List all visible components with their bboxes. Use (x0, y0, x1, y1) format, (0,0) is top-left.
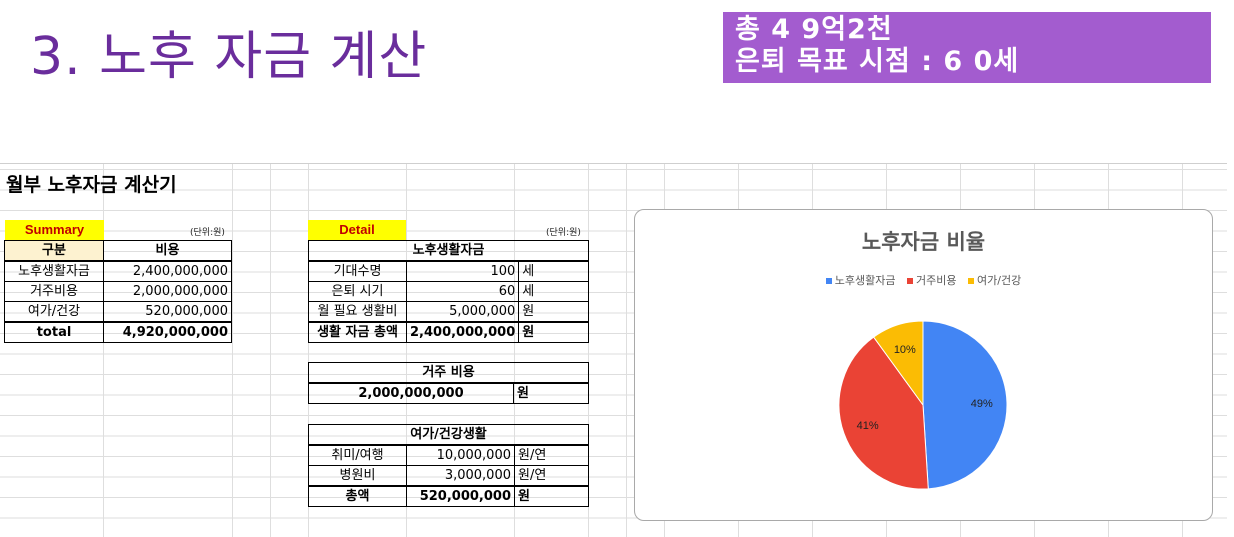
pie-slice-label-2: 41% (857, 420, 879, 432)
leisure-table: 여가/건강생활 취미/여행 10,000,000 원/연 병원비 3,000,0… (308, 424, 589, 507)
living-row: 은퇴 시기 60 세 (308, 281, 589, 302)
summary-row: 여가/건강 520,000,000 (4, 301, 232, 323)
living-row-label[interactable]: 기대수명 (308, 260, 407, 282)
leisure-header: 여가/건강생활 (308, 424, 589, 446)
pie-chart-card[interactable]: 노후자금 비율 노후생활자금 거주비용 여가/건강 49% 41% 10% (634, 209, 1213, 521)
sheet-title: 월부 노후자금 계산기 (6, 174, 177, 196)
living-row-label[interactable]: 월 필요 생활비 (308, 301, 407, 323)
chart-legend: 노후생활자금 거주비용 여가/건강 (635, 272, 1212, 288)
summary-row-label[interactable]: 여가/건강 (4, 301, 104, 323)
pie-slice-label-3: 10% (894, 344, 916, 356)
legend-swatch (907, 278, 914, 284)
living-row-unit[interactable]: 세 (518, 260, 589, 282)
pie-slice-1[interactable] (922, 320, 1008, 490)
summary-tag: Summary (5, 220, 104, 240)
banner-total-text: 총 4 9억2천 (735, 14, 893, 45)
living-row-label[interactable]: 은퇴 시기 (308, 281, 407, 302)
banner-retire-text: 은퇴 목표 시점 : 6 0세 (735, 46, 1020, 77)
legend-item: 거주비용 (907, 274, 957, 287)
summary-row: 거주비용 2,000,000,000 (4, 281, 232, 302)
housing-unit[interactable]: 원 (513, 382, 589, 404)
total-banner: 총 4 9억2천 은퇴 목표 시점 : 6 0세 (723, 12, 1211, 83)
pie-slice-3[interactable] (872, 320, 924, 407)
living-total-label[interactable]: 생활 자금 총액 (308, 321, 407, 343)
summary-total-label[interactable]: total (4, 321, 104, 343)
leisure-row-value[interactable]: 3,000,000 (406, 465, 515, 487)
living-total-value[interactable]: 2,400,000,000 (405, 321, 520, 343)
leisure-total-value[interactable]: 520,000,000 (406, 485, 515, 507)
legend-item: 노후생활자금 (825, 274, 896, 287)
leisure-row: 병원비 3,000,000 원/연 (308, 465, 589, 487)
detail-unit-note: (단위:원) (546, 228, 581, 238)
summary-header-category: 구분 (4, 240, 104, 262)
leisure-row-label[interactable]: 취미/여행 (308, 444, 407, 466)
legend-swatch (968, 278, 975, 284)
living-row-unit[interactable]: 세 (518, 281, 589, 302)
living-row: 기대수명 100 세 (308, 260, 589, 282)
living-row-value[interactable]: 5,000,000 (405, 301, 520, 323)
summary-row-label[interactable]: 노후생활자금 (4, 260, 104, 282)
housing-header: 거주 비용 (308, 362, 589, 384)
leisure-row: 취미/여행 10,000,000 원/연 (308, 444, 589, 466)
summary-unit-note: (단위:원) (190, 228, 225, 238)
leisure-row-unit[interactable]: 원/연 (514, 465, 589, 487)
summary-row-value[interactable]: 2,400,000,000 (103, 260, 232, 282)
pie-slice-2[interactable] (838, 336, 929, 490)
leisure-total-row: 총액 520,000,000 원 (308, 485, 589, 507)
leisure-row-unit[interactable]: 원/연 (514, 444, 589, 466)
leisure-total-label[interactable]: 총액 (308, 485, 407, 507)
leisure-total-unit[interactable]: 원 (514, 485, 589, 507)
leisure-row-label[interactable]: 병원비 (308, 465, 407, 487)
living-fund-header: 노후생활자금 (308, 240, 589, 262)
summary-row-value[interactable]: 520,000,000 (103, 301, 232, 323)
living-total-row: 생활 자금 총액 2,400,000,000 원 (308, 321, 589, 343)
living-row: 월 필요 생활비 5,000,000 원 (308, 301, 589, 323)
pie-slice-label-1: 49% (971, 398, 993, 410)
chart-title: 노후자금 비율 (861, 230, 986, 254)
detail-tag: Detail (308, 220, 406, 240)
housing-table: 거주 비용 2,000,000,000 원 (308, 362, 589, 404)
summary-total-row: total 4,920,000,000 (4, 321, 232, 343)
legend-label: 여가/건강 (977, 274, 1022, 287)
summary-total-value[interactable]: 4,920,000,000 (103, 321, 232, 343)
legend-label: 노후생활자금 (834, 274, 896, 287)
summary-row-label[interactable]: 거주비용 (4, 281, 104, 302)
summary-header-cost: 비용 (103, 240, 232, 262)
living-row-value[interactable]: 60 (405, 281, 520, 302)
living-row-unit[interactable]: 원 (518, 301, 589, 323)
summary-table: 구분 비용 노후생활자금 2,400,000,000 거주비용 2,000,00… (4, 240, 232, 343)
living-fund-table: 노후생활자금 기대수명 100 세 은퇴 시기 60 세 월 필요 생활비 5,… (308, 240, 589, 343)
legend-swatch (825, 278, 832, 284)
legend-item: 여가/건강 (968, 274, 1021, 287)
slide-title: 3. 노후 자금 계산 (30, 27, 428, 87)
pie-chart: 49% 41% 10% (838, 320, 1008, 490)
living-total-unit[interactable]: 원 (518, 321, 589, 343)
summary-row: 노후생활자금 2,400,000,000 (4, 260, 232, 282)
legend-label: 거주비용 (916, 274, 957, 287)
housing-row: 2,000,000,000 원 (308, 382, 589, 404)
summary-row-value[interactable]: 2,000,000,000 (103, 281, 232, 302)
living-row-value[interactable]: 100 (405, 260, 520, 282)
leisure-row-value[interactable]: 10,000,000 (406, 444, 515, 466)
housing-value[interactable]: 2,000,000,000 (308, 382, 514, 404)
